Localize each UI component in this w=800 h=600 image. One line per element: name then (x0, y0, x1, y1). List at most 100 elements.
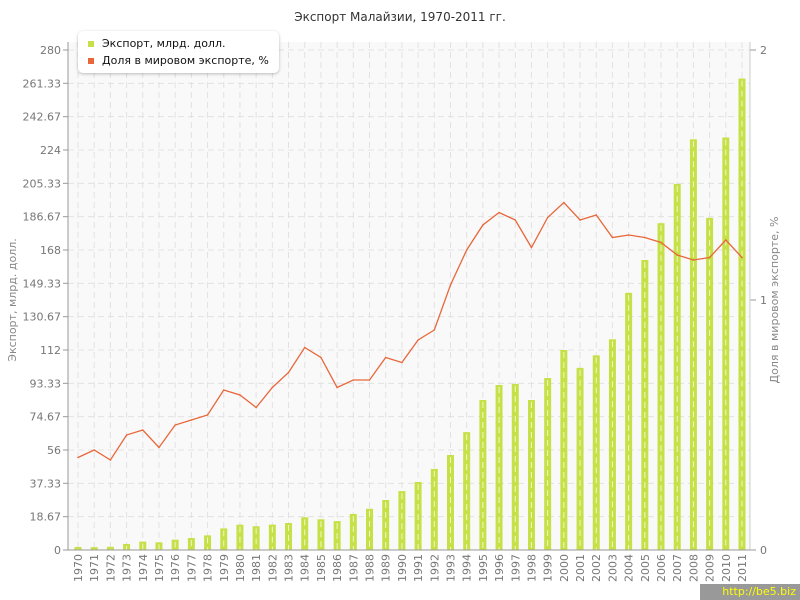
x-tick-label: 1996 (493, 554, 506, 582)
x-tick-label: 1978 (202, 554, 215, 582)
x-tick-label: 1983 (283, 554, 296, 582)
x-tick-label: 1973 (121, 554, 134, 582)
line-point (660, 241, 662, 244)
bar (398, 491, 406, 550)
x-tick-label: 2010 (720, 554, 733, 582)
x-tick-label: 2005 (639, 554, 652, 582)
line-point (514, 219, 517, 221)
x-tick-label: 1998 (525, 554, 538, 582)
line-point (368, 379, 371, 381)
x-tick-label: 2011 (736, 554, 749, 582)
line-point (530, 246, 533, 249)
x-tick-label: 1999 (542, 554, 555, 582)
x-tick-label: 2002 (590, 554, 603, 582)
line-point (271, 386, 274, 389)
x-tick-label: 1997 (509, 554, 522, 582)
line-point (595, 214, 598, 216)
y-tick-label: 186.67 (23, 211, 62, 224)
x-tick-label: 1982 (266, 554, 279, 582)
line-point (336, 386, 338, 389)
x-tick-label: 2004 (623, 554, 636, 582)
bar (349, 513, 357, 550)
x-tick-label: 1988 (364, 554, 377, 582)
x-tick-label: 1993 (444, 554, 457, 582)
x-tick-label: 2008 (687, 554, 700, 582)
x-tick-label: 1981 (250, 554, 263, 582)
line-point (239, 394, 241, 396)
y-tick-label: 242.67 (23, 111, 62, 124)
line-point (401, 361, 403, 364)
line-point (546, 216, 549, 219)
y2-tick-label: 0 (760, 544, 767, 557)
legend: Экспорт, млрд. долл. Доля в мировом эксп… (78, 31, 279, 73)
line-point (627, 234, 630, 236)
line-point (563, 201, 565, 204)
line-point (352, 379, 355, 381)
x-tick-label: 1970 (72, 554, 85, 582)
y-tick-label: 261.33 (23, 77, 62, 90)
line-point (449, 284, 452, 286)
y-tick-label: 74.67 (30, 411, 62, 424)
legend-item-share[interactable]: Доля в мировом экспорте, % (88, 52, 269, 69)
line-point (255, 406, 257, 409)
line-point (141, 429, 144, 431)
x-tick-label: 2006 (655, 554, 668, 582)
line-point (190, 419, 193, 421)
x-tick-label: 1975 (153, 554, 166, 582)
watermark: http://be5.biz (700, 584, 800, 600)
line-point (77, 456, 79, 459)
bar (560, 350, 568, 550)
line-point (433, 329, 436, 331)
x-tick-label: 1992 (428, 554, 441, 582)
x-tick-label: 1994 (461, 554, 474, 582)
y-tick-label: 168 (40, 244, 61, 257)
y-tick-label: 280 (40, 44, 61, 57)
line-point (158, 446, 160, 449)
line-point (125, 434, 128, 436)
x-tick-label: 1995 (477, 554, 490, 582)
y-tick-label: 130.67 (23, 311, 62, 324)
x-tick-label: 2001 (574, 554, 587, 582)
line-point (287, 371, 290, 374)
legend-swatch (88, 57, 94, 64)
line-point (93, 449, 95, 451)
y2-axis-label: Доля в мировом экспорте, % (768, 217, 781, 384)
x-tick-label: 1987 (347, 554, 360, 582)
x-tick-label: 1985 (315, 554, 328, 582)
line-point (579, 219, 581, 221)
bar (106, 546, 114, 550)
line-point (692, 259, 695, 261)
line-point (206, 414, 209, 416)
bar (220, 528, 228, 550)
y-tick-label: 93.33 (30, 377, 62, 390)
line-point (222, 389, 225, 391)
x-tick-label: 2003 (606, 554, 619, 582)
chart-title: Экспорт Малайзии, 1970-2011 гг. (294, 10, 506, 24)
bar (90, 547, 98, 550)
plot-background (68, 42, 750, 550)
x-tick-label: 2000 (558, 554, 571, 582)
x-tick-label: 1979 (218, 554, 231, 582)
bar (625, 292, 633, 550)
bar (74, 546, 82, 550)
line-point (498, 211, 500, 214)
legend-item-export[interactable]: Экспорт, млрд. долл. (88, 35, 269, 52)
line-point (303, 346, 306, 349)
y-tick-label: 18.67 (30, 511, 62, 524)
x-tick-label: 2007 (671, 554, 684, 582)
bar (366, 508, 374, 550)
x-tick-label: 1976 (169, 554, 182, 582)
bar (463, 432, 471, 550)
y-tick-label: 0 (54, 544, 61, 557)
x-tick-label: 1977 (185, 554, 198, 582)
y2-tick-label: 2 (760, 44, 767, 57)
bar (252, 526, 260, 550)
x-tick-label: 1991 (412, 554, 425, 582)
x-tick-label: 1972 (104, 554, 117, 582)
legend-label: Экспорт, млрд. долл. (102, 37, 226, 50)
x-tick-label: 1974 (137, 554, 150, 582)
y-tick-label: 205.33 (23, 177, 62, 190)
y-axis-label: Экспорт, млрд. долл. (6, 238, 19, 361)
bar (576, 367, 584, 550)
